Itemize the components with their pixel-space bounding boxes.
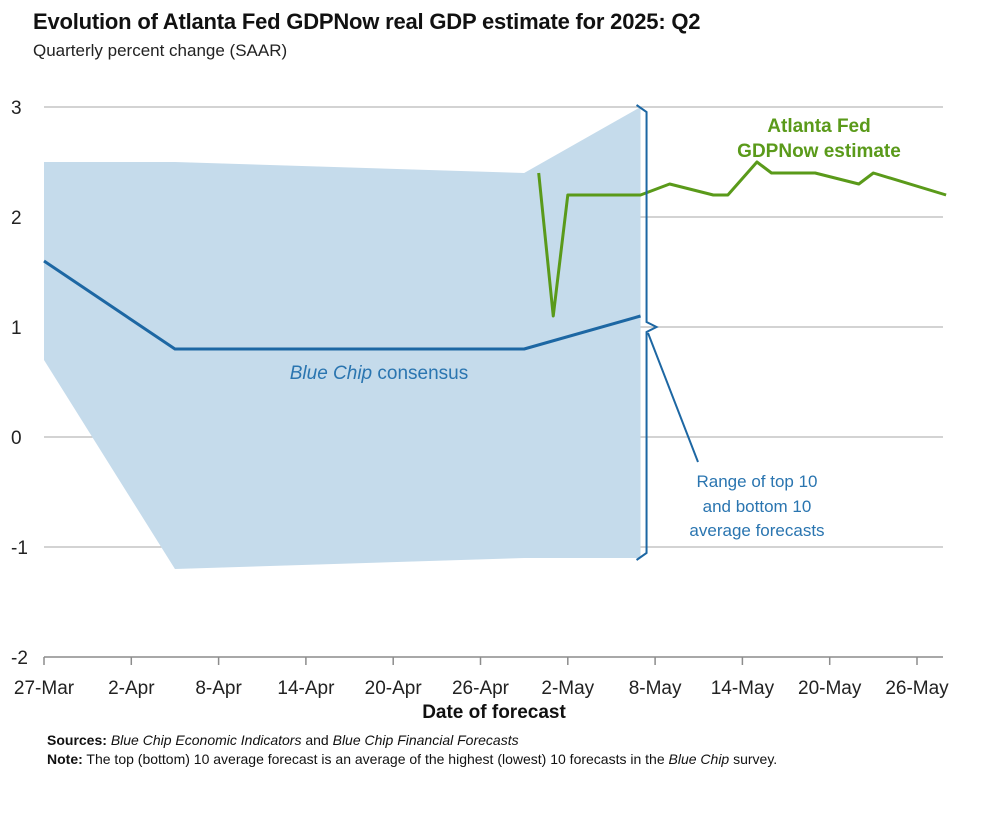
y-tick-label-3: 3 <box>11 98 22 119</box>
range-band-layer <box>44 107 641 569</box>
note-text-2: survey. <box>729 751 778 767</box>
range-label-line-2: and bottom 10 <box>703 497 812 516</box>
series-lines-layer <box>43 160 947 351</box>
note-line: Note: The top (bottom) 10 average foreca… <box>47 750 927 769</box>
gdpnow-estimate-line <box>537 160 947 318</box>
x-tick-label-26-May: 26-May <box>885 678 949 699</box>
x-tick-label-26-Apr: 26-Apr <box>452 678 510 699</box>
x-tick-label-14-May: 14-May <box>711 678 775 699</box>
range-label-line-3: average forecasts <box>689 521 824 540</box>
x-tick-label-2-Apr: 2-Apr <box>108 678 155 699</box>
range-bracket <box>635 104 659 561</box>
x-tick-label-20-Apr: 20-Apr <box>365 678 423 699</box>
sources-title-2: Blue Chip Financial Forecasts <box>332 732 519 748</box>
x-tick-label-8-Apr: 8-Apr <box>195 678 242 699</box>
y-tick-label--2: -2 <box>11 648 28 669</box>
sources-line: Sources: Blue Chip Economic Indicators a… <box>47 731 927 750</box>
consensus-label-rest: consensus <box>372 363 468 384</box>
gdpnow-label-line-1: Atlanta Fed <box>767 116 870 137</box>
y-tick-label-2: 2 <box>11 208 22 229</box>
range-label-line-1: Range of top 10 <box>697 472 818 491</box>
consensus-label-italic: Blue Chip <box>290 363 372 384</box>
x-axis-title: Date of forecast <box>422 702 566 723</box>
note-label: Note: <box>47 751 83 767</box>
sources-title-1: Blue Chip Economic Indicators <box>110 732 302 748</box>
note-text-1: The top (bottom) 10 average forecast is … <box>82 751 669 767</box>
y-tick-label-1: 1 <box>11 318 22 339</box>
range-leader-line <box>647 332 699 463</box>
x-tick-label-8-May: 8-May <box>629 678 682 699</box>
sources-label: Sources: <box>47 732 107 748</box>
x-tick-label-27-Mar: 27-Mar <box>14 678 75 699</box>
blue-chip-consensus-line <box>43 259 641 351</box>
consensus-label: Blue Chip consensus <box>290 363 469 384</box>
x-tick-label-2-May: 2-May <box>541 678 594 699</box>
range-band <box>44 107 641 569</box>
axes-layer: 3 2 1 0 -1 -2 27-Mar 2-Apr 8-Apr 14-Apr 20-Apr 26-A… <box>11 98 949 723</box>
y-tick-label--1: -1 <box>11 538 28 559</box>
annotations-layer: Atlanta Fed GDPNow estimate Blue Chip cons… <box>290 104 901 561</box>
chart-title: Evolution of Atlanta Fed GDPNow real GDP… <box>33 9 701 34</box>
chart-subtitle: Quarterly percent change (SAAR) <box>33 41 288 60</box>
note-italic: Blue Chip <box>668 751 730 767</box>
y-tick-label-0: 0 <box>11 428 22 449</box>
x-tick-label-20-May: 20-May <box>798 678 862 699</box>
x-tick-label-14-Apr: 14-Apr <box>277 678 335 699</box>
sources-mid: and <box>301 732 333 748</box>
gdpnow-label-line-2: GDPNow estimate <box>737 141 901 162</box>
footnotes: Sources: Blue Chip Economic Indicators a… <box>47 731 927 769</box>
